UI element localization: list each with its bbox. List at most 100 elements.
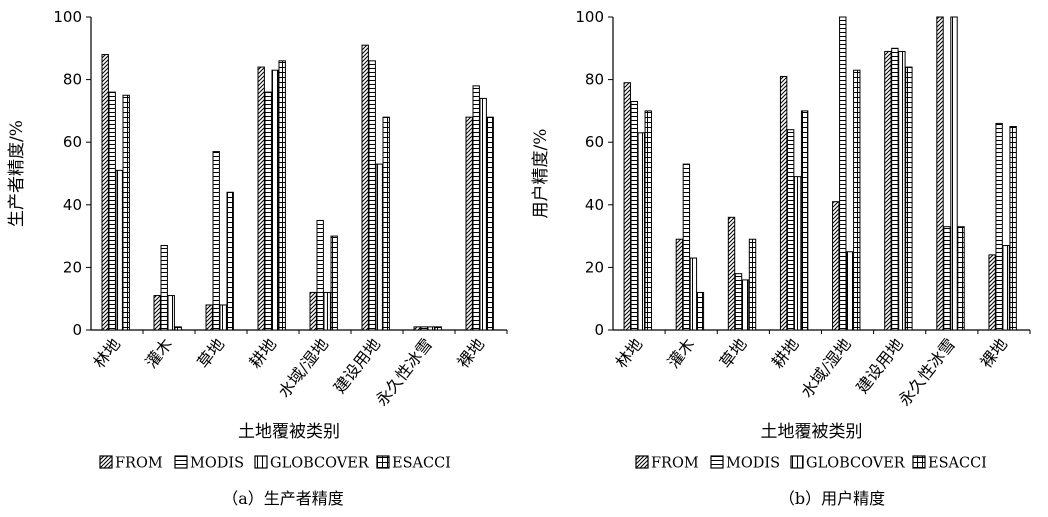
legend-swatch-modis (174, 455, 188, 469)
bar-esacci (122, 94, 130, 331)
bar-globcover (167, 295, 175, 331)
bar-modis (264, 91, 272, 331)
bar-modis (160, 244, 168, 331)
bar-modis (472, 85, 480, 331)
bar-esacci (800, 110, 809, 331)
y-tick-label: 100 (53, 8, 82, 26)
bar-from (779, 75, 788, 331)
bar-modis (891, 47, 899, 331)
bar-esacci (174, 326, 182, 331)
legend: FROM MODIS GLOBCOVER ESACCI (635, 455, 987, 472)
bar-globcover (219, 304, 227, 331)
legend-swatch-esacci (912, 455, 926, 469)
bar-globcover (741, 279, 750, 331)
x-category-label: 裸地 (976, 335, 1011, 372)
bar-modis (839, 16, 847, 331)
bar-globcover (1002, 244, 1010, 331)
bar-esacci (748, 238, 757, 331)
bar-from (884, 50, 892, 331)
legend-swatch-from (635, 455, 649, 469)
y-axis-title: 生产者精度/% (7, 120, 27, 227)
bar-globcover (793, 176, 802, 331)
y-tick-label: 20 (63, 258, 82, 276)
legend-label-globcover: GLOBCOVER (806, 456, 906, 472)
y-tick-label: 100 (575, 8, 604, 26)
x-category-label: 建设用地 (852, 335, 906, 397)
bar-globcover (375, 163, 383, 331)
bar-esacci (382, 116, 390, 331)
bar-esacci (278, 60, 286, 331)
legend-swatch-from (99, 455, 113, 469)
bar-from (675, 238, 684, 331)
bar-from (465, 116, 473, 331)
bar-globcover (271, 69, 279, 331)
bar-esacci (330, 235, 338, 331)
bar-modis (316, 219, 324, 331)
bar-globcover (115, 169, 123, 331)
panel-caption: （a）生产者精度 (222, 489, 344, 508)
bar-from (101, 54, 109, 331)
x-category-label: 水域/湿地 (274, 335, 332, 401)
y-tick-label: 80 (585, 71, 604, 89)
legend-swatch-globcover (254, 455, 268, 469)
legend-label-esacci: ESACCI (928, 456, 987, 472)
bar-from (205, 304, 213, 331)
x-category-label: 林地 (89, 335, 124, 372)
bar-from (413, 326, 421, 331)
legend: FROM MODIS GLOBCOVER ESACCI (99, 455, 451, 472)
legend-swatch-globcover (790, 455, 804, 469)
x-axis-title: 土地覆被类别 (238, 422, 340, 442)
bar-modis (630, 101, 638, 331)
bar-from (309, 291, 317, 331)
bar-esacci (957, 226, 965, 331)
bar-modis (368, 60, 376, 331)
x-category-label: 裸地 (453, 335, 488, 372)
bar-globcover (846, 251, 854, 331)
bar-modis (734, 273, 743, 331)
x-category-label: 灌木 (664, 335, 699, 372)
x-category-label: 耕地 (768, 335, 803, 372)
bar-globcover (950, 16, 958, 331)
bar-modis (682, 163, 691, 331)
bar-modis (108, 91, 116, 331)
legend-label-from: FROM (115, 456, 163, 472)
y-tick-label: 60 (585, 133, 604, 151)
bar-from (936, 16, 944, 331)
x-axis-title: 土地覆被类别 (761, 422, 863, 442)
legend-label-globcover: GLOBCOVER (270, 456, 370, 472)
bar-modis (786, 129, 795, 331)
y-axis-title: 用户精度/% (531, 129, 551, 219)
bar-from (727, 216, 736, 331)
x-category-label: 草地 (716, 335, 751, 372)
bar-globcover (689, 257, 698, 331)
x-category-label: 建设用地 (330, 335, 384, 397)
legend-label-from: FROM (651, 456, 699, 472)
legend-label-modis: MODIS (726, 456, 780, 472)
bar-esacci (696, 291, 705, 331)
bar-esacci (644, 110, 652, 331)
bar-from (988, 254, 996, 331)
x-category-label: 水域/湿地 (797, 335, 855, 401)
bar-esacci (853, 69, 861, 331)
bar-esacci (434, 326, 442, 331)
y-tick-label: 0 (72, 321, 82, 339)
bar-modis (995, 122, 1003, 331)
bar-globcover (323, 291, 331, 331)
bar-globcover (427, 326, 435, 331)
panel-caption: （b）用户精度 (779, 489, 885, 508)
y-tick-label: 0 (594, 321, 604, 339)
bar-from (623, 82, 631, 331)
y-tick-label: 40 (63, 196, 82, 214)
bar-modis (943, 226, 951, 331)
bar-globcover (637, 132, 645, 331)
legend-swatch-esacci (376, 455, 390, 469)
x-category-label: 林地 (612, 335, 647, 372)
bar-esacci (486, 116, 494, 331)
bar-esacci (905, 66, 913, 331)
bar-modis (212, 151, 220, 331)
bar-from (361, 44, 369, 331)
legend-label-esacci: ESACCI (392, 456, 451, 472)
